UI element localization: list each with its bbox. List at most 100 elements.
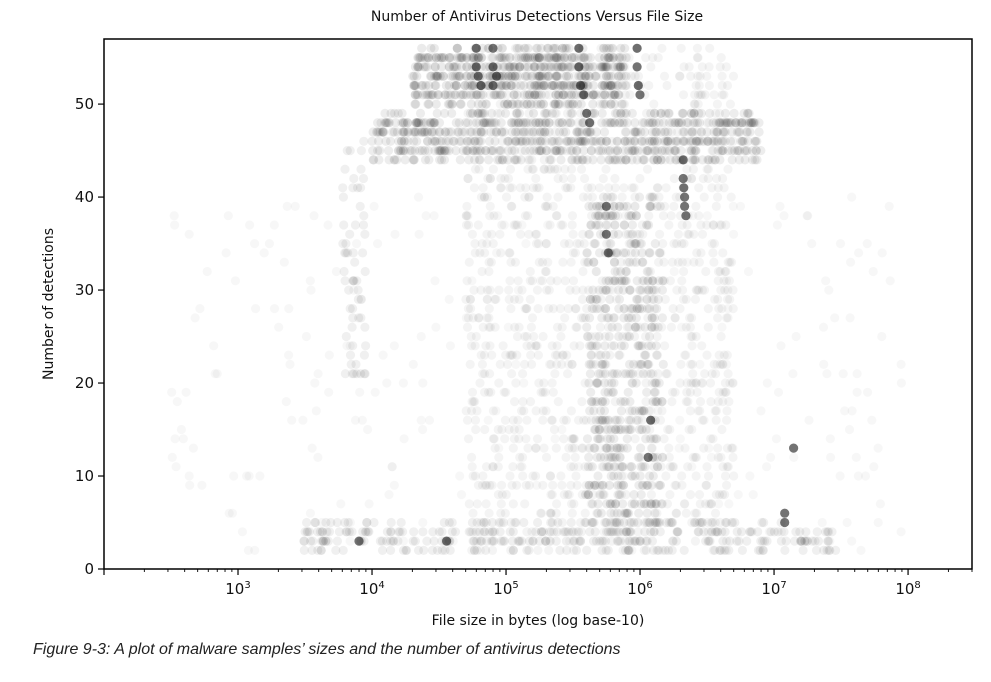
data-point (493, 155, 503, 165)
data-point (557, 146, 567, 156)
data-point (667, 397, 677, 407)
data-point (588, 294, 598, 304)
data-point (310, 517, 321, 528)
data-point (641, 499, 652, 509)
data-point (445, 295, 454, 304)
data-point (543, 201, 553, 211)
data-point (563, 490, 573, 500)
data-point (710, 155, 721, 165)
data-point (571, 322, 581, 332)
data-point (614, 71, 624, 81)
data-point (727, 517, 737, 528)
data-point (750, 136, 760, 146)
data-point (599, 406, 610, 416)
data-point (488, 43, 498, 53)
figure-caption: Figure 9-3: A plot of malware samples’ s… (33, 641, 621, 658)
data-point (641, 146, 651, 156)
data-point (718, 136, 728, 146)
data-point (709, 359, 719, 369)
data-point (325, 351, 334, 360)
data-point (605, 527, 616, 537)
data-point (461, 220, 472, 230)
data-point (469, 90, 479, 100)
data-point (338, 239, 348, 249)
data-point (410, 90, 420, 100)
data-point (516, 80, 526, 91)
data-point (754, 118, 764, 128)
data-point (507, 480, 517, 490)
data-point (602, 211, 612, 221)
data-point (584, 480, 594, 490)
data-point (456, 53, 466, 63)
data-point (356, 183, 366, 193)
data-point (623, 545, 633, 556)
data-point (614, 480, 624, 490)
data-point (615, 490, 625, 500)
data-point (535, 71, 545, 81)
data-point (410, 127, 420, 137)
data-point (383, 118, 394, 128)
data-point (471, 424, 481, 435)
data-point (491, 127, 501, 137)
data-point (620, 424, 630, 435)
data-point (652, 508, 662, 518)
data-point (625, 304, 635, 314)
data-point (582, 248, 592, 258)
data-point (707, 527, 717, 537)
data-point (461, 53, 472, 63)
data-point (598, 285, 608, 295)
data-point (631, 257, 641, 267)
data-point (514, 53, 524, 63)
data-point (685, 322, 696, 332)
data-point (702, 220, 712, 230)
data-point (552, 71, 562, 81)
data-point (622, 443, 632, 453)
data-point (627, 406, 637, 416)
data-point (540, 127, 550, 137)
data-point (619, 480, 629, 490)
data-point (525, 146, 535, 156)
data-point (589, 90, 599, 100)
data-point (433, 71, 443, 81)
data-point (702, 71, 712, 81)
data-point (480, 480, 490, 490)
data-point (409, 71, 419, 81)
data-point (671, 508, 681, 518)
data-point (480, 118, 490, 128)
data-point (596, 406, 606, 416)
data-point (525, 276, 535, 286)
data-point (567, 359, 577, 369)
data-point (579, 146, 589, 156)
data-point (569, 545, 579, 556)
data-point (467, 406, 477, 416)
data-point (609, 434, 619, 444)
data-point (619, 341, 629, 351)
data-point (578, 294, 588, 304)
data-point (634, 192, 645, 202)
data-point (591, 341, 601, 351)
data-point (707, 136, 717, 146)
data-point (671, 536, 682, 546)
data-point (594, 424, 604, 435)
data-point (608, 155, 618, 165)
data-point (598, 480, 608, 490)
data-point (485, 369, 495, 379)
data-point (830, 313, 839, 322)
data-point (658, 452, 668, 462)
data-point (550, 108, 560, 118)
data-point (651, 285, 661, 295)
data-point (609, 462, 619, 472)
data-point (826, 453, 835, 462)
data-point (545, 471, 556, 481)
data-point (597, 118, 607, 128)
data-point (615, 62, 626, 72)
data-point (422, 536, 432, 546)
data-point (488, 462, 498, 472)
data-point (349, 173, 359, 184)
data-point (411, 118, 421, 128)
data-point (373, 239, 382, 248)
data-point (720, 127, 730, 137)
data-point (564, 99, 575, 109)
data-point (431, 323, 440, 332)
